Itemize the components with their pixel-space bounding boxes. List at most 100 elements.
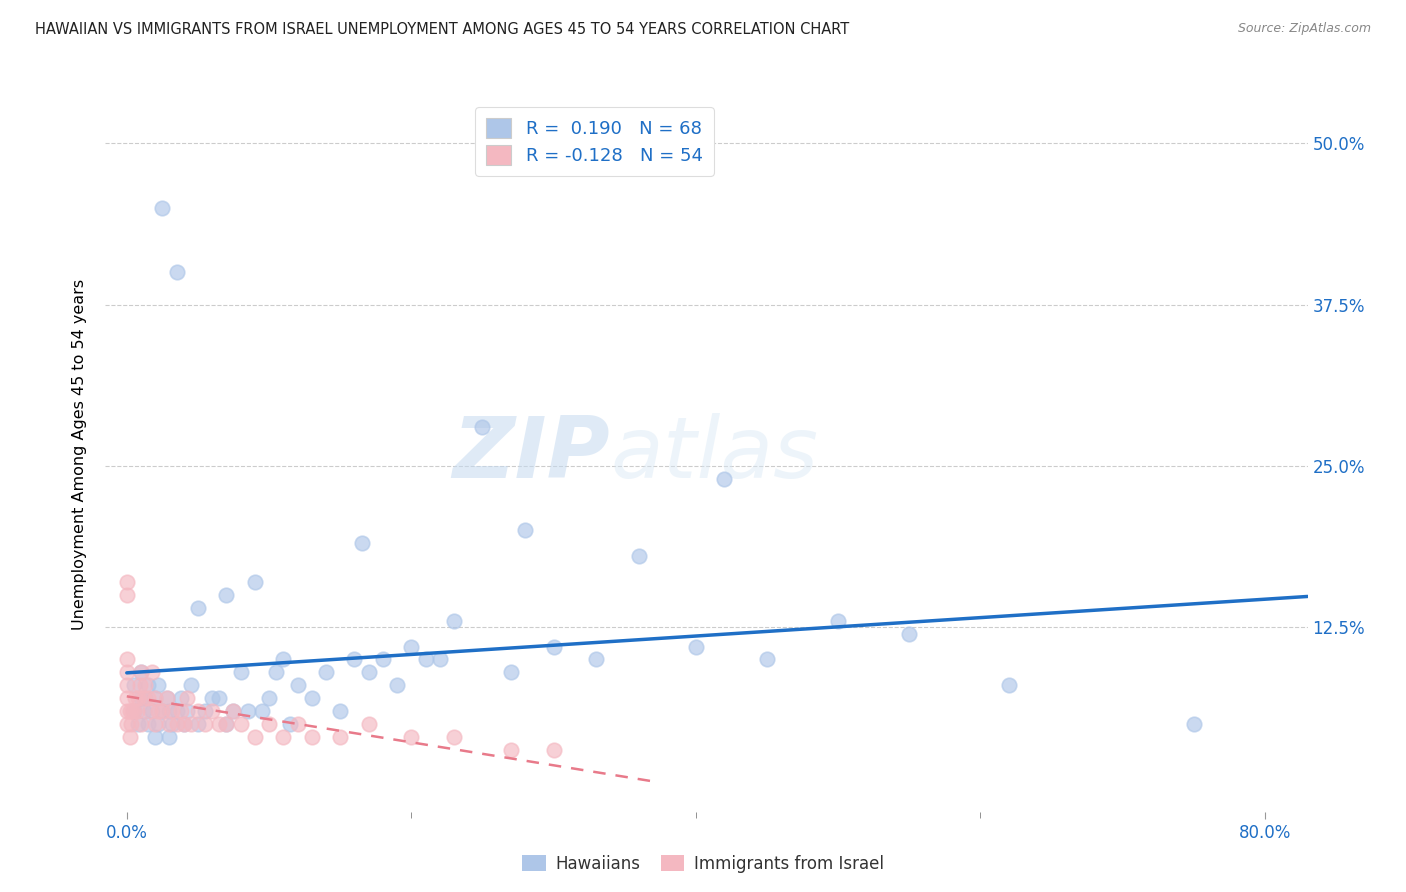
Point [115,652,138,666]
Point [156,691,179,706]
Point [201,704,224,718]
Point [141,665,163,680]
Point [222,704,245,718]
Point [115,704,138,718]
Y-axis label: Unemployment Among Ages 45 to 54 years: Unemployment Among Ages 45 to 54 years [72,279,87,631]
Point [166,717,188,731]
Point [134,691,156,706]
Point [513,524,536,538]
Point [827,614,849,628]
Point [357,717,380,731]
Point [357,665,380,680]
Point [215,717,238,731]
Point [222,704,245,718]
Point [713,472,735,486]
Point [159,717,181,731]
Point [115,691,138,706]
Legend: R =  0.190   N = 68, R = -0.128   N = 54: R = 0.190 N = 68, R = -0.128 N = 54 [475,107,713,176]
Point [229,717,252,731]
Point [120,717,142,731]
Point [122,704,145,718]
Point [170,691,193,706]
Point [194,704,217,718]
Point [187,717,209,731]
Point [173,717,195,731]
Point [257,717,280,731]
Point [443,730,465,744]
Point [271,730,294,744]
Point [129,665,152,680]
Point [143,691,166,706]
Point [129,717,152,731]
Point [141,704,163,718]
Point [128,678,150,692]
Point [146,704,169,718]
Point [176,704,198,718]
Point [146,717,169,731]
Point [898,626,921,640]
Point [132,691,155,706]
Point [443,614,465,628]
Point [287,717,309,731]
Point [136,678,159,692]
Point [243,730,266,744]
Point [180,678,202,692]
Point [115,717,138,731]
Point [187,704,209,718]
Point [143,717,166,731]
Point [136,717,159,731]
Point [187,600,209,615]
Point [215,717,238,731]
Point [115,588,138,602]
Point [143,730,166,744]
Point [176,691,198,706]
Point [129,665,152,680]
Point [134,678,156,692]
Point [236,704,259,718]
Point [264,665,287,680]
Point [166,265,188,279]
Point [166,704,188,718]
Point [115,574,138,589]
Point [585,652,607,666]
Point [280,717,302,731]
Point [371,652,394,666]
Point [180,717,202,731]
Point [150,201,173,215]
Point [401,640,423,654]
Point [122,704,145,718]
Point [329,730,352,744]
Point [159,704,181,718]
Text: ZIP: ZIP [453,413,610,497]
Point [118,730,141,744]
Text: Source: ZipAtlas.com: Source: ZipAtlas.com [1237,22,1371,36]
Point [115,678,138,692]
Point [543,640,565,654]
Point [125,704,148,718]
Point [150,704,173,718]
Point [301,730,323,744]
Point [401,730,423,744]
Text: atlas: atlas [610,413,818,497]
Point [129,691,152,706]
Point [385,678,408,692]
Point [543,743,565,757]
Point [132,704,155,718]
Point [627,549,650,564]
Point [122,678,145,692]
Point [201,691,224,706]
Point [1182,717,1205,731]
Point [243,574,266,589]
Point [315,665,337,680]
Point [343,652,366,666]
Point [159,730,181,744]
Point [998,678,1021,692]
Point [271,652,294,666]
Point [499,665,522,680]
Point [162,717,184,731]
Text: HAWAIIAN VS IMMIGRANTS FROM ISRAEL UNEMPLOYMENT AMONG AGES 45 TO 54 YEARS CORREL: HAWAIIAN VS IMMIGRANTS FROM ISRAEL UNEMP… [35,22,849,37]
Point [170,704,193,718]
Point [173,717,195,731]
Point [194,717,217,731]
Point [229,665,252,680]
